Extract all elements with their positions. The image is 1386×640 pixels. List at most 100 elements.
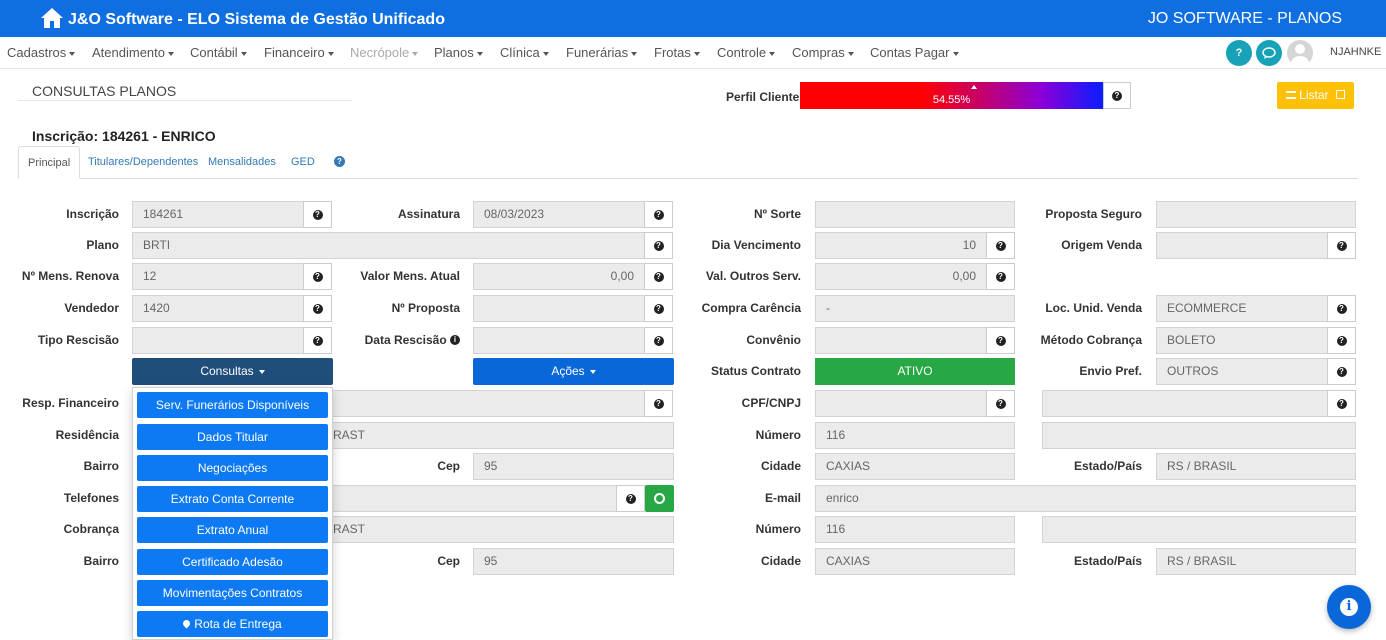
tab-titulares-dependentes[interactable]: Titulares/Dependentes bbox=[88, 156, 199, 168]
loc-unid-venda-help-button[interactable]: ? bbox=[1327, 295, 1356, 322]
cidade-cobranca-field[interactable]: CAXIAS bbox=[815, 548, 1015, 575]
telefones-help-button[interactable]: ? bbox=[616, 485, 645, 512]
compra-carencia-field[interactable]: - bbox=[815, 295, 1015, 322]
estado-pais-cobranca-field[interactable]: RS / BRASIL bbox=[1156, 548, 1356, 575]
menu-item-negociacoes[interactable]: Negociações bbox=[137, 455, 328, 481]
resp-financeiro-help-button[interactable]: ? bbox=[644, 390, 673, 417]
numero-field[interactable]: 116 bbox=[815, 422, 1015, 449]
menu-item-serv-funerarios[interactable]: Serv. Funerários Disponíveis bbox=[137, 392, 328, 418]
cep-cobranca-field[interactable]: 95 bbox=[473, 548, 674, 575]
plano-field[interactable]: BRTI bbox=[132, 232, 645, 259]
menu-item-extrato-anual[interactable]: Extrato Anual bbox=[137, 517, 328, 543]
module-title: JO SOFTWARE - PLANOS bbox=[1147, 10, 1342, 27]
proposta-seguro-field[interactable] bbox=[1156, 201, 1356, 228]
perfil-help-button[interactable]: ? bbox=[1103, 82, 1131, 109]
menu-frotas[interactable]: Frotas bbox=[654, 45, 700, 60]
numero-cobranca-field[interactable]: 116 bbox=[815, 516, 1015, 543]
dia-vencimento-help-button[interactable]: ? bbox=[986, 232, 1015, 259]
valor-mens-atual-help-button[interactable]: ? bbox=[644, 263, 673, 290]
val-outros-serv-field[interactable]: 0,00 bbox=[815, 263, 987, 290]
caret-down-icon bbox=[542, 51, 549, 56]
tipo-rescisao-help-button[interactable]: ? bbox=[303, 327, 332, 354]
menu-necropole: Necrópole bbox=[350, 45, 419, 60]
n-sorte-field[interactable] bbox=[815, 201, 1015, 228]
menu-atendimento[interactable]: Atendimento bbox=[92, 45, 174, 60]
info-circle-icon[interactable]: i bbox=[450, 334, 460, 345]
envio-pref-help-button[interactable]: ? bbox=[1327, 358, 1356, 385]
complemento-cobranca-field[interactable] bbox=[1042, 516, 1356, 543]
menu-contabil[interactable]: Contábil bbox=[190, 45, 247, 60]
tab-mensalidades[interactable]: Mensalidades bbox=[208, 156, 276, 168]
cpf-cnpj-help-button[interactable]: ? bbox=[986, 390, 1015, 417]
data-rescisao-help-button[interactable]: ? bbox=[644, 327, 673, 354]
cep-field[interactable]: 95 bbox=[473, 453, 674, 480]
tab-principal[interactable]: Principal bbox=[18, 146, 81, 179]
avatar[interactable] bbox=[1287, 40, 1313, 66]
menu-financeiro[interactable]: Financeiro bbox=[264, 45, 334, 60]
convenio-help-button[interactable]: ? bbox=[986, 327, 1015, 354]
question-circle-icon: ? bbox=[653, 271, 664, 282]
label-proposta-seguro: Proposta Seguro bbox=[1045, 207, 1142, 221]
whatsapp-button[interactable] bbox=[645, 485, 674, 512]
loc-unid-venda-field[interactable]: ECOMMERCE bbox=[1156, 295, 1328, 322]
dia-vencimento-field[interactable]: 10 bbox=[815, 232, 987, 259]
menu-contas-pagar[interactable]: Contas Pagar bbox=[870, 45, 959, 60]
inscricao-help-button[interactable]: ? bbox=[303, 201, 332, 228]
n-proposta-field[interactable] bbox=[473, 295, 645, 322]
consultas-dropdown-button[interactable]: Consultas bbox=[132, 358, 333, 385]
menu-item-extrato-conta-corrente[interactable]: Extrato Conta Corrente bbox=[137, 486, 328, 512]
vendedor-field[interactable]: 1420 bbox=[132, 295, 304, 322]
tipo-rescisao-field[interactable] bbox=[132, 327, 304, 354]
tab-ged[interactable]: GED bbox=[291, 156, 315, 168]
envio-pref-field[interactable]: OUTROS bbox=[1156, 358, 1328, 385]
help-icon[interactable]: ? bbox=[1226, 40, 1252, 66]
menu-clinica[interactable]: Clínica bbox=[500, 45, 549, 60]
listar-button[interactable]: Listar bbox=[1277, 82, 1354, 109]
menu-compras[interactable]: Compras bbox=[792, 45, 854, 60]
complemento-field[interactable] bbox=[1042, 422, 1356, 449]
valor-mens-atual-field[interactable]: 0,00 bbox=[473, 263, 645, 290]
question-circle-icon: ? bbox=[653, 240, 664, 251]
n-mens-renova-field[interactable]: 12 bbox=[132, 263, 304, 290]
info-button[interactable]: i bbox=[1327, 585, 1371, 629]
menu-item-dados-titular[interactable]: Dados Titular bbox=[137, 424, 328, 450]
menu-cadastros[interactable]: Cadastros bbox=[7, 45, 76, 60]
home-icon[interactable] bbox=[40, 7, 64, 29]
chat-bubble-icon bbox=[1262, 47, 1276, 59]
cpf-cnpj-field[interactable] bbox=[815, 390, 987, 417]
origem-venda-help-button[interactable]: ? bbox=[1327, 232, 1356, 259]
assinatura-field[interactable]: 08/03/2023 bbox=[473, 201, 645, 228]
caret-down-icon bbox=[952, 51, 959, 56]
resp-financeiro-name-field[interactable] bbox=[1042, 390, 1328, 417]
question-circle-icon[interactable]: ? bbox=[334, 156, 345, 167]
plano-help-button[interactable]: ? bbox=[644, 232, 673, 259]
n-proposta-help-button[interactable]: ? bbox=[644, 295, 673, 322]
question-circle-icon: ? bbox=[995, 240, 1006, 251]
vendedor-help-button[interactable]: ? bbox=[303, 295, 332, 322]
app-title: J&O Software - ELO Sistema de Gestão Uni… bbox=[68, 11, 445, 28]
menu-item-movimentacoes-contratos[interactable]: Movimentações Contratos bbox=[137, 580, 328, 606]
convenio-field[interactable] bbox=[815, 327, 987, 354]
assinatura-help-button[interactable]: ? bbox=[644, 201, 673, 228]
menu-planos[interactable]: Planos bbox=[434, 45, 483, 60]
perfil-cliente-value: 54.55% bbox=[932, 94, 971, 106]
username[interactable]: NJAHNKE bbox=[1330, 46, 1382, 58]
menu-item-certificado-adesao[interactable]: Certificado Adesão bbox=[137, 549, 328, 575]
origem-venda-field[interactable] bbox=[1156, 232, 1328, 259]
estado-pais-field[interactable]: RS / BRASIL bbox=[1156, 453, 1356, 480]
resp-financeiro-name-help-button[interactable]: ? bbox=[1327, 390, 1356, 417]
email-field[interactable]: enrico bbox=[815, 485, 1356, 512]
n-mens-renova-help-button[interactable]: ? bbox=[303, 263, 332, 290]
label-numero: Número bbox=[755, 428, 801, 442]
chat-icon[interactable] bbox=[1256, 40, 1282, 66]
inscricao-field[interactable]: 184261 bbox=[132, 201, 304, 228]
cidade-field[interactable]: CAXIAS bbox=[815, 453, 1015, 480]
metodo-cobranca-field[interactable]: BOLETO bbox=[1156, 327, 1328, 354]
metodo-cobranca-help-button[interactable]: ? bbox=[1327, 327, 1356, 354]
acoes-dropdown-button[interactable]: Ações bbox=[473, 358, 674, 385]
menu-funerarias[interactable]: Funerárias bbox=[566, 45, 638, 60]
menu-controle[interactable]: Controle bbox=[717, 45, 776, 60]
menu-item-rota-de-entrega[interactable]: Rota de Entrega bbox=[137, 611, 328, 637]
val-outros-serv-help-button[interactable]: ? bbox=[986, 263, 1015, 290]
data-rescisao-field[interactable] bbox=[473, 327, 645, 354]
